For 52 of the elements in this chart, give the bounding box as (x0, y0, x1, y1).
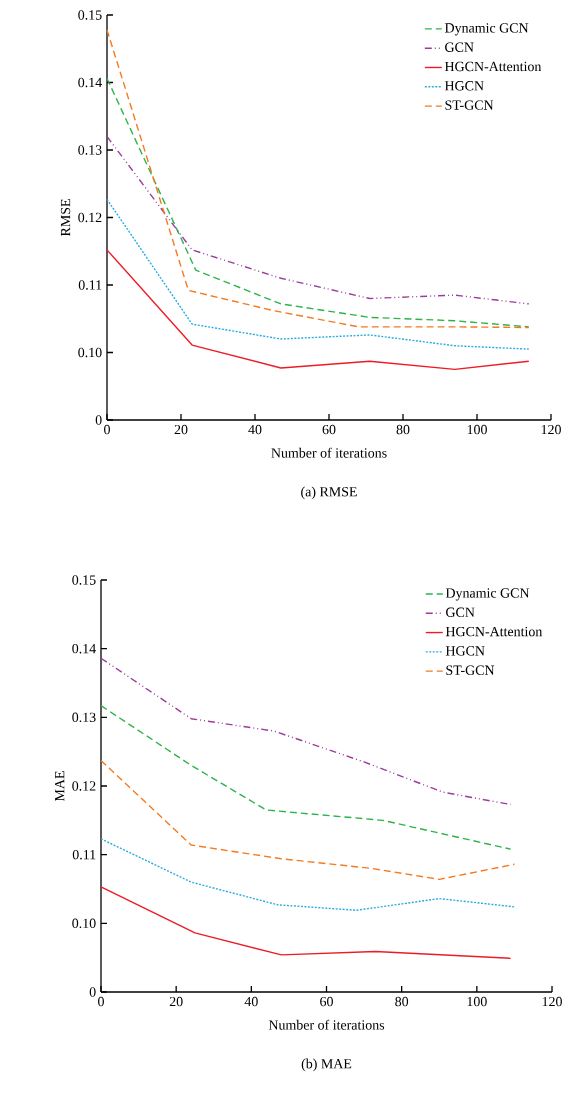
x-tick-label: 20 (174, 424, 188, 435)
y-tick-label: 0.13 (72, 712, 96, 723)
y-tick-label: 0.14 (72, 643, 96, 654)
text: (b) MAE (301, 1058, 352, 1072)
y-tick-label: 0.12 (72, 781, 96, 791)
y-tick-label: 0.11 (72, 849, 96, 860)
legend-label: HGCN (445, 646, 485, 656)
legend-label: GCN (446, 607, 475, 617)
text: (a) RMSE (301, 486, 357, 500)
legend-label: ST-GCN (446, 665, 495, 675)
line-series (100, 704, 512, 850)
line-series (106, 135, 530, 305)
legend-label: HGCN (444, 81, 484, 91)
y-tick-label: 0.12 (78, 212, 102, 223)
x-tick-label: 40 (244, 996, 258, 1007)
line-series (106, 249, 530, 371)
legend-label: Dynamic GCN (444, 23, 529, 36)
x-tick-label: 60 (322, 424, 336, 435)
y-tick-label: 0.15 (78, 10, 102, 20)
line-series (100, 886, 512, 960)
line-series (100, 759, 516, 881)
x-axis-title: Number of iterations (268, 1019, 385, 1030)
y-tick-label: 0 (95, 415, 102, 425)
line-series (106, 198, 530, 350)
x-tick-label: 20 (169, 996, 183, 1007)
legend-label: ST-GCN (445, 100, 494, 110)
y-tick-label: 0 (89, 987, 96, 997)
x-axis-title: Number of iterations (271, 447, 387, 458)
x-tick-label: 40 (248, 424, 262, 435)
x-tick-label: 120 (541, 424, 561, 435)
y-tick-label: 0.15 (72, 575, 96, 585)
y-tick-label: 0.10 (78, 347, 102, 358)
x-tick-label: 0 (104, 424, 110, 435)
line-series (100, 838, 516, 911)
y-tick-label: 0.14 (78, 77, 102, 88)
line-series (106, 77, 530, 328)
x-tick-label: 120 (542, 996, 562, 1007)
legend-label: Dynamic GCN (445, 588, 530, 601)
y-axis-title: RMSE (60, 199, 71, 237)
x-tick-label: 80 (396, 424, 410, 435)
x-tick-label: 100 (467, 996, 487, 1007)
x-tick-label: 100 (467, 424, 487, 435)
y-axis-title: MAE (55, 771, 65, 802)
x-tick-label: 60 (320, 996, 333, 1007)
y-tick-label: 0.13 (78, 145, 102, 155)
y-tick-label: 0.11 (78, 280, 102, 290)
legend-label: HGCN-Attention (444, 61, 542, 72)
x-tick-label: 80 (395, 996, 409, 1007)
y-tick-label: 0.10 (72, 918, 96, 929)
legend-label: HGCN-Attention (445, 626, 543, 637)
legend-label: GCN (445, 42, 474, 52)
line-series (100, 657, 512, 806)
